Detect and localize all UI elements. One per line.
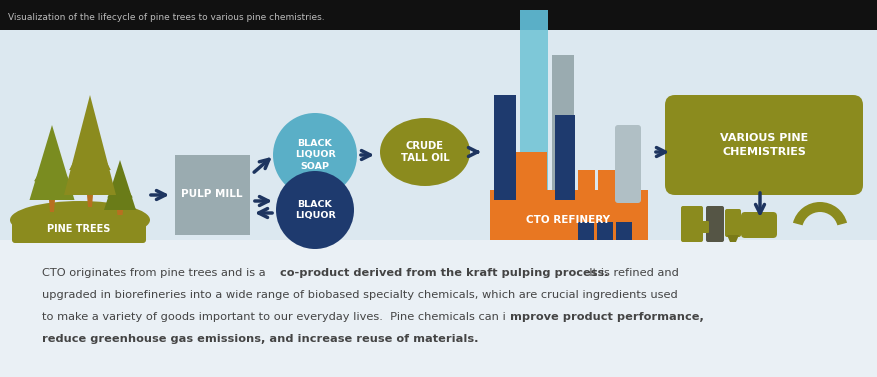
FancyBboxPatch shape [552,55,574,235]
FancyBboxPatch shape [697,221,709,233]
Circle shape [276,171,354,249]
FancyBboxPatch shape [741,212,777,238]
Text: upgraded in biorefineries into a wide range of biobased specialty chemicals, whi: upgraded in biorefineries into a wide ra… [42,290,678,300]
Text: CTO originates from pine trees and is a: CTO originates from pine trees and is a [42,268,269,278]
FancyBboxPatch shape [616,222,632,240]
FancyBboxPatch shape [578,222,594,240]
FancyBboxPatch shape [30,218,135,230]
Text: co-product derived from the kraft pulping process.: co-product derived from the kraft pulpin… [280,268,609,278]
Text: BLACK
LIQUOR: BLACK LIQUOR [295,200,335,220]
Wedge shape [793,202,847,225]
Text: CRUDE
TALL OIL: CRUDE TALL OIL [401,141,449,163]
FancyBboxPatch shape [520,25,548,235]
FancyBboxPatch shape [490,190,648,240]
Polygon shape [107,178,132,198]
Text: Visualization of the lifecycle of pine trees to various pine chemistries.: Visualization of the lifecycle of pine t… [8,14,324,23]
Polygon shape [104,160,136,210]
Polygon shape [30,125,75,200]
FancyBboxPatch shape [598,170,615,200]
Text: PULP MILL: PULP MILL [182,189,243,199]
FancyBboxPatch shape [494,95,516,200]
FancyBboxPatch shape [725,209,741,237]
Text: CTO REFINERY: CTO REFINERY [526,215,610,225]
FancyBboxPatch shape [505,152,547,200]
FancyBboxPatch shape [555,115,575,200]
Text: BLACK
LIQUOR
SOAP: BLACK LIQUOR SOAP [295,139,335,171]
FancyBboxPatch shape [681,206,703,242]
FancyBboxPatch shape [520,10,548,30]
Text: mprove product performance,: mprove product performance, [510,312,704,322]
Polygon shape [34,151,70,181]
Text: PINE TREES: PINE TREES [47,224,111,234]
FancyBboxPatch shape [665,95,863,195]
Text: VARIOUS PINE
CHEMISTRIES: VARIOUS PINE CHEMISTRIES [720,133,808,156]
FancyBboxPatch shape [12,215,146,243]
Ellipse shape [380,118,470,186]
FancyBboxPatch shape [615,125,641,203]
FancyBboxPatch shape [0,0,877,30]
FancyBboxPatch shape [597,222,613,240]
Ellipse shape [10,201,150,239]
Polygon shape [117,210,123,222]
Text: reduce greenhouse gas emissions, and increase reuse of materials.: reduce greenhouse gas emissions, and inc… [42,334,479,344]
FancyBboxPatch shape [706,206,724,242]
FancyBboxPatch shape [175,155,250,235]
Text: It is refined and: It is refined and [582,268,679,278]
Text: to make a variety of goods important to our everyday lives.  Pine chemicals can : to make a variety of goods important to … [42,312,506,322]
Polygon shape [49,200,55,212]
FancyBboxPatch shape [0,240,877,377]
Circle shape [273,113,357,197]
FancyBboxPatch shape [578,170,595,200]
Polygon shape [64,95,116,195]
Polygon shape [69,130,111,170]
Polygon shape [727,235,739,242]
Polygon shape [87,195,93,207]
